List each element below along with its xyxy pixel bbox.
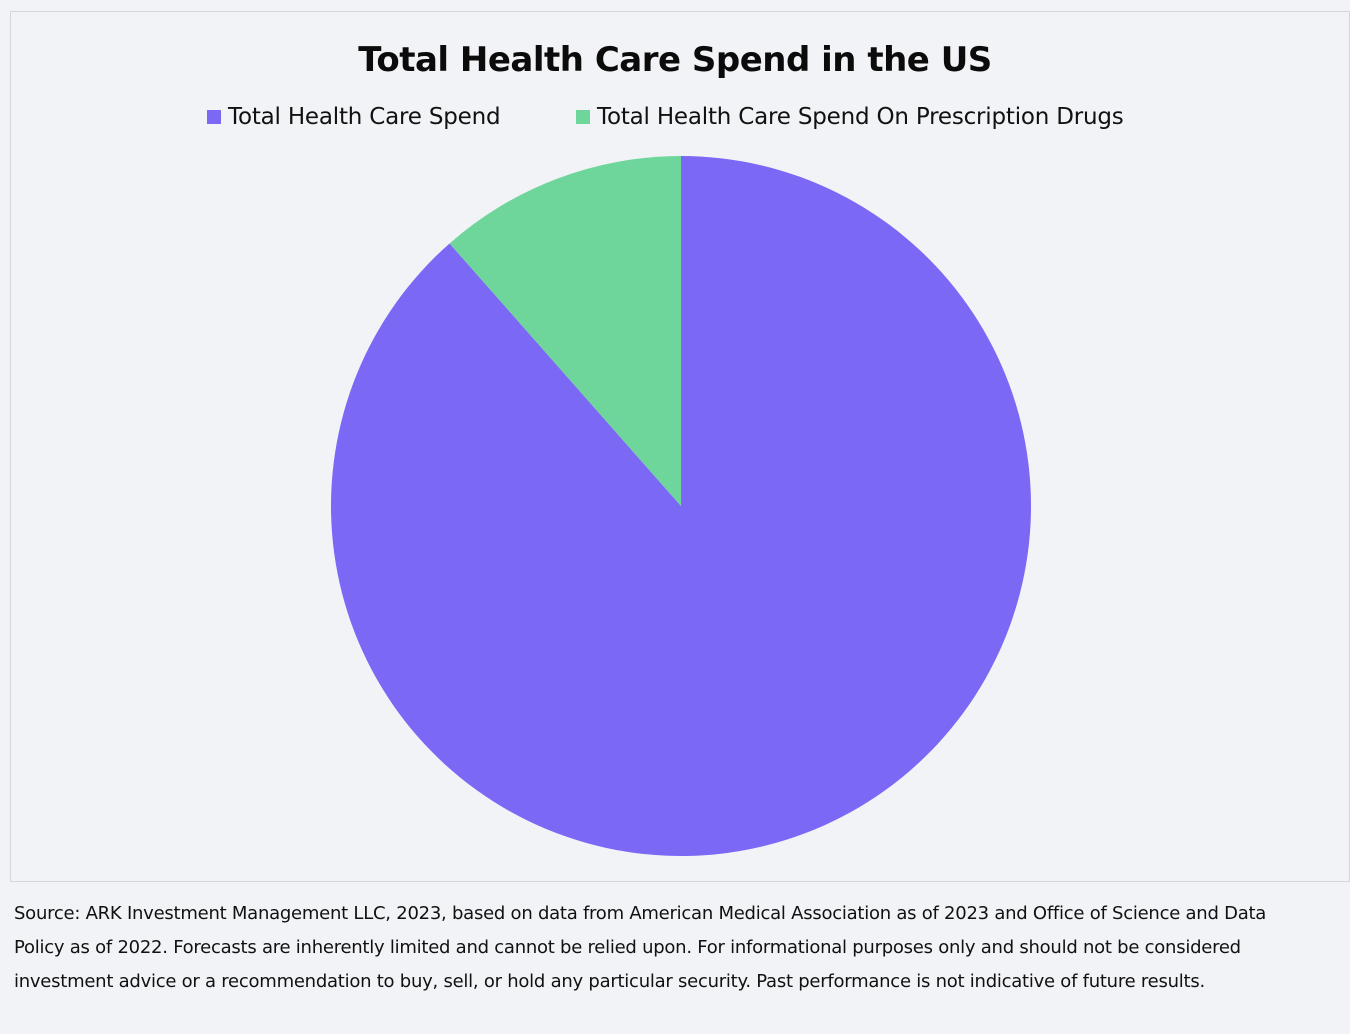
legend-swatch-total-spend: [207, 110, 221, 124]
chart-legend: Total Health Care Spend Total Health Car…: [0, 101, 1350, 133]
source-footnote: Source: ARK Investment Management LLC, 2…: [14, 903, 1267, 992]
pie-chart: [330, 156, 1031, 856]
pie-slice-prescription-drugs: [449, 156, 681, 506]
legend-label-prescription-drugs: Total Health Care Spend On Prescription …: [597, 104, 1124, 130]
legend-item-total-spend: Total Health Care Spend: [207, 101, 501, 133]
legend-swatch-prescription-drugs: [576, 110, 590, 124]
legend-label-total-spend: Total Health Care Spend: [228, 104, 501, 130]
pie-slice-total-spend: [330, 156, 1031, 856]
legend-item-prescription-drugs: Total Health Care Spend On Prescription …: [576, 101, 1124, 133]
chart-title: Total Health Care Spend in the US: [358, 40, 992, 80]
